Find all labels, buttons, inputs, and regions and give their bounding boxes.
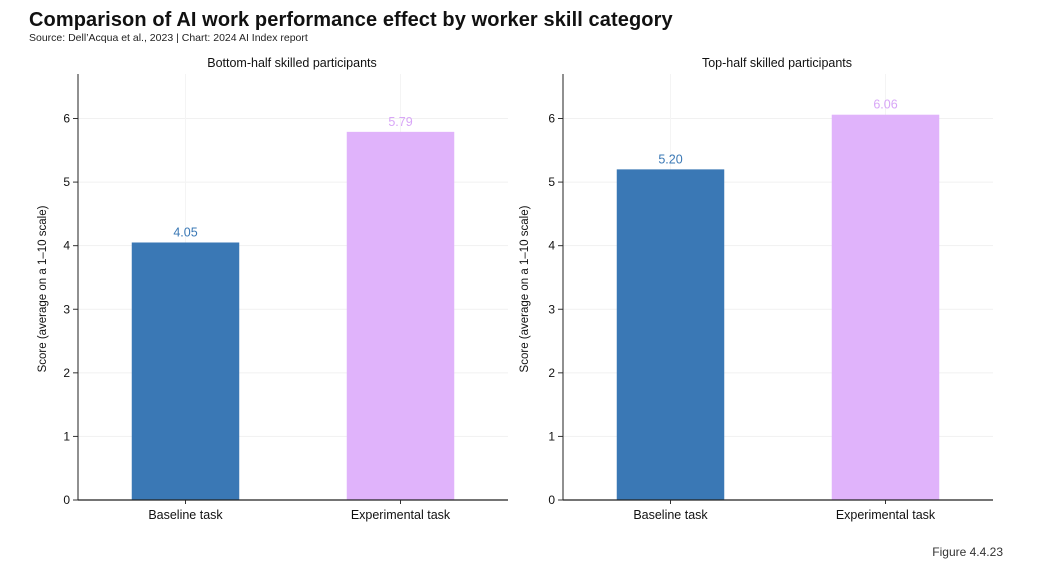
bottom-half-y-tick-label: 1 <box>63 429 70 443</box>
top-half-bar-value-label: 6.06 <box>873 98 897 112</box>
bottom-half-y-tick-label: 3 <box>63 302 70 316</box>
top-half-y-tick-label: 2 <box>548 366 555 380</box>
top-half-y-tick-label: 5 <box>548 175 555 189</box>
top-half-y-axis-label: Score (average on a 1–10 scale) <box>519 205 531 372</box>
top-half-y-tick-label: 4 <box>548 239 555 253</box>
panel-title-bottom-half: Bottom-half skilled participants <box>207 56 377 70</box>
chart-source: Source: Dell’Acqua et al., 2023 | Chart:… <box>29 32 308 44</box>
top-half-y-tick-label: 3 <box>548 302 555 316</box>
bottom-half-bar-value-label: 4.05 <box>173 225 197 239</box>
top-half-x-category-label: Experimental task <box>836 508 936 522</box>
bottom-half-bar-experimental <box>346 131 455 501</box>
top-half-y-tick-label: 0 <box>548 493 555 507</box>
bottom-half-bar-value-label: 5.79 <box>388 115 412 129</box>
bottom-half-y-tick-label: 6 <box>63 112 70 126</box>
bottom-half-x-category-label: Baseline task <box>148 508 223 522</box>
bottom-half-bar-baseline <box>131 242 240 500</box>
chart-title: Comparison of AI work performance effect… <box>29 9 673 31</box>
bottom-half-y-tick-label: 2 <box>63 366 70 380</box>
panel-title-top-half: Top-half skilled participants <box>701 56 853 70</box>
bottom-half-y-axis-label: Score (average on a 1–10 scale) <box>37 205 49 372</box>
top-half-y-tick-label: 1 <box>548 429 555 443</box>
top-half-bar-baseline <box>616 169 725 500</box>
bottom-half-x-category-label: Experimental task <box>351 508 451 522</box>
top-half-y-tick-label: 6 <box>548 112 555 126</box>
figure-label: Figure 4.4.23 <box>932 545 1003 559</box>
bottom-half-y-tick-label: 0 <box>63 493 70 507</box>
bottom-half-y-tick-label: 4 <box>63 239 70 253</box>
bottom-half-y-tick-label: 5 <box>63 175 70 189</box>
top-half-bar-experimental <box>831 114 940 500</box>
top-half-bar-value-label: 5.20 <box>658 152 682 166</box>
top-half-x-category-label: Baseline task <box>633 508 708 522</box>
